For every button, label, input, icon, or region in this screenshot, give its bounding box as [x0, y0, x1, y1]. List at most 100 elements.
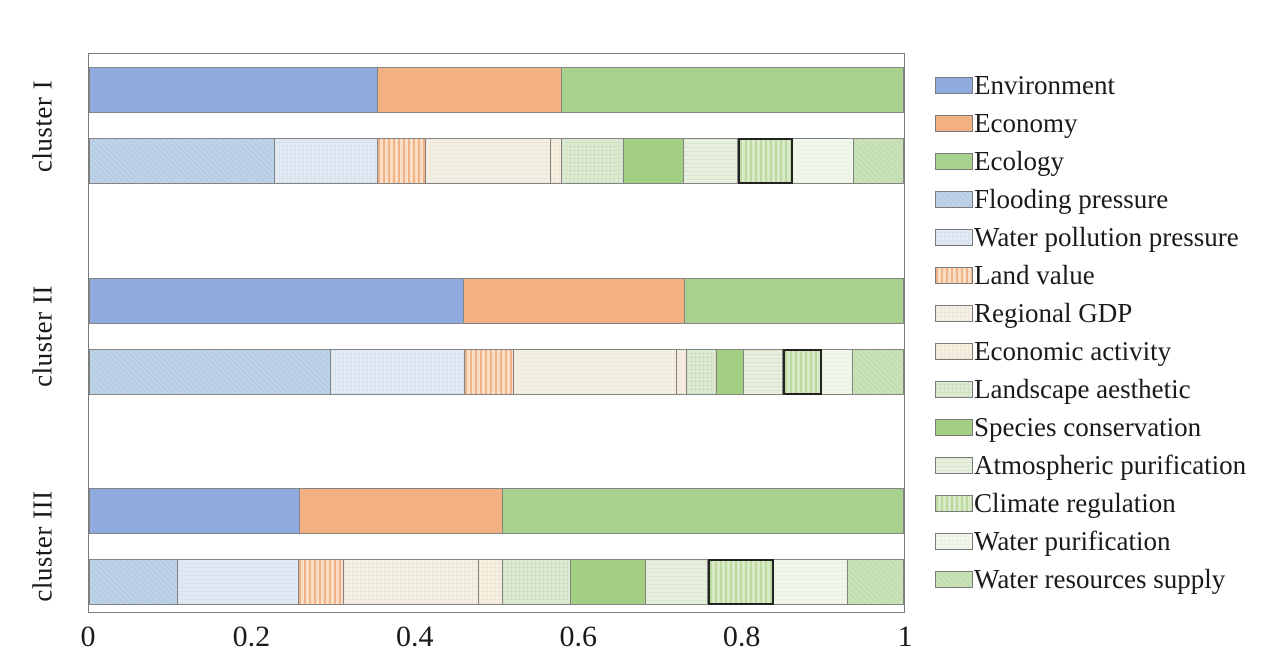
- bar-cluster-ii-indicators: [89, 349, 904, 395]
- legend-swatch-environment: [935, 76, 973, 94]
- legend-swatch-landscape-aesthetic: [935, 380, 973, 398]
- legend-label-ecology: Ecology: [974, 145, 1064, 176]
- legend-item-landscape-aesthetic: Landscape aesthetic: [935, 370, 1246, 408]
- legend-label-economy: Economy: [974, 107, 1078, 138]
- segment-landscape-aesthetic: [502, 559, 572, 605]
- segment-regional-gdp: [426, 138, 552, 184]
- segment-land-value: [378, 138, 427, 184]
- bar-cluster-iii-dimensions: [89, 488, 904, 534]
- x-tick-0-8: 0.8: [722, 620, 761, 653]
- x-axis: 0 0.2 0.4 0.6 0.8 1: [81, 620, 913, 660]
- segment-economic-activity: [551, 138, 562, 184]
- x-tick-0: 0: [80, 620, 96, 653]
- legend-swatch-water-pollution-pressure: [935, 228, 973, 246]
- legend-item-flooding-pressure: Flooding pressure: [935, 180, 1246, 218]
- x-tick-0-2: 0.2: [232, 620, 271, 653]
- segment-ecology: [684, 278, 904, 324]
- plot-area: cluster I cluster II cluster III: [28, 53, 905, 613]
- legend-item-water-purification: Water purification: [935, 522, 1246, 560]
- legend-item-ecology: Ecology: [935, 142, 1246, 180]
- segment-regional-gdp: [513, 349, 678, 395]
- segment-water-purification: [793, 138, 855, 184]
- segment-water-purification: [773, 559, 848, 605]
- y-axis-label-cluster-iii: cluster III: [27, 490, 58, 602]
- legend-swatch-species-conservation: [935, 418, 973, 436]
- segment-environment: [89, 488, 301, 534]
- segment-flooding-pressure: [89, 559, 178, 605]
- segment-water-pollution-pressure: [274, 138, 379, 184]
- legend-swatch-water-resources-supply: [935, 570, 973, 588]
- segment-economic-activity: [478, 559, 503, 605]
- legend: Environment Economy Ecology Flooding pressu…: [935, 66, 1246, 598]
- legend-item-environment: Environment: [935, 66, 1246, 104]
- legend-label-species-conservation: Species conservation: [974, 411, 1202, 442]
- legend-swatch-land-value: [935, 266, 973, 284]
- legend-item-regional-gdp: Regional GDP: [935, 294, 1246, 332]
- y-axis-label-cluster-ii: cluster II: [27, 285, 58, 387]
- legend-item-economic-activity: Economic activity: [935, 332, 1246, 370]
- legend-label-water-pollution-pressure: Water pollution pressure: [974, 221, 1239, 252]
- segment-climate-regulation: [737, 138, 794, 184]
- segment-species-conservation: [717, 349, 745, 395]
- legend-swatch-economic-activity: [935, 342, 973, 360]
- segment-water-resources-supply: [847, 559, 904, 605]
- bar-cluster-i-indicators: [89, 138, 904, 184]
- legend-label-atmospheric-purification: Atmospheric purification: [974, 449, 1247, 480]
- legend-label-economic-activity: Economic activity: [974, 335, 1172, 366]
- legend-swatch-regional-gdp: [935, 304, 973, 322]
- legend-swatch-climate-regulation: [935, 494, 973, 512]
- segment-land-value: [464, 349, 514, 395]
- segment-economy: [378, 67, 562, 113]
- segment-atmospheric-purification: [744, 349, 783, 395]
- bar-cluster-iii-indicators: [89, 559, 904, 605]
- segment-atmospheric-purification: [683, 138, 738, 184]
- legend-swatch-flooding-pressure: [935, 190, 973, 208]
- segment-environment: [89, 67, 379, 113]
- segment-atmospheric-purification: [645, 559, 709, 605]
- legend-label-environment: Environment: [974, 69, 1115, 100]
- segment-landscape-aesthetic: [561, 138, 624, 184]
- segment-economic-activity: [677, 349, 688, 395]
- x-tick-0-4: 0.4: [396, 620, 434, 653]
- legend-swatch-water-purification: [935, 532, 973, 550]
- segment-land-value: [299, 559, 345, 605]
- legend-label-land-value: Land value: [974, 259, 1095, 290]
- legend-label-landscape-aesthetic: Landscape aesthetic: [974, 373, 1191, 404]
- segment-landscape-aesthetic: [687, 349, 718, 395]
- legend-item-species-conservation: Species conservation: [935, 408, 1246, 446]
- segment-ecology: [561, 67, 904, 113]
- bar-cluster-i-dimensions: [89, 67, 904, 113]
- segment-regional-gdp: [344, 559, 479, 605]
- bar-cluster-ii-dimensions: [89, 278, 904, 324]
- x-tick-1: 1: [897, 620, 913, 653]
- legend-item-economy: Economy: [935, 104, 1246, 142]
- segment-environment: [89, 278, 464, 324]
- legend-item-water-pollution-pressure: Water pollution pressure: [935, 218, 1246, 256]
- legend-label-water-purification: Water purification: [974, 525, 1171, 556]
- segment-ecology: [503, 488, 904, 534]
- legend-item-climate-regulation: Climate regulation: [935, 484, 1246, 522]
- segment-water-pollution-pressure: [331, 349, 465, 395]
- legend-swatch-atmospheric-purification: [935, 456, 973, 474]
- legend-swatch-economy: [935, 114, 973, 132]
- segment-climate-regulation: [708, 559, 774, 605]
- segment-water-resources-supply: [854, 138, 904, 184]
- legend-item-water-resources-supply: Water resources supply: [935, 560, 1246, 598]
- segment-flooding-pressure: [89, 138, 275, 184]
- segment-water-purification: [822, 349, 853, 395]
- segment-water-pollution-pressure: [177, 559, 300, 605]
- segment-water-resources-supply: [852, 349, 904, 395]
- legend-label-flooding-pressure: Flooding pressure: [974, 183, 1169, 214]
- legend-item-atmospheric-purification: Atmospheric purification: [935, 446, 1246, 484]
- legend-swatch-ecology: [935, 152, 973, 170]
- legend-item-land-value: Land value: [935, 256, 1246, 294]
- segment-species-conservation: [623, 138, 684, 184]
- y-axis-label-cluster-i: cluster I: [27, 79, 58, 173]
- legend-label-climate-regulation: Climate regulation: [974, 487, 1176, 518]
- legend-label-regional-gdp: Regional GDP: [974, 297, 1133, 328]
- segment-economy: [463, 278, 685, 324]
- segment-economy: [300, 488, 503, 534]
- segment-species-conservation: [571, 559, 646, 605]
- x-tick-0-6: 0.6: [559, 620, 597, 653]
